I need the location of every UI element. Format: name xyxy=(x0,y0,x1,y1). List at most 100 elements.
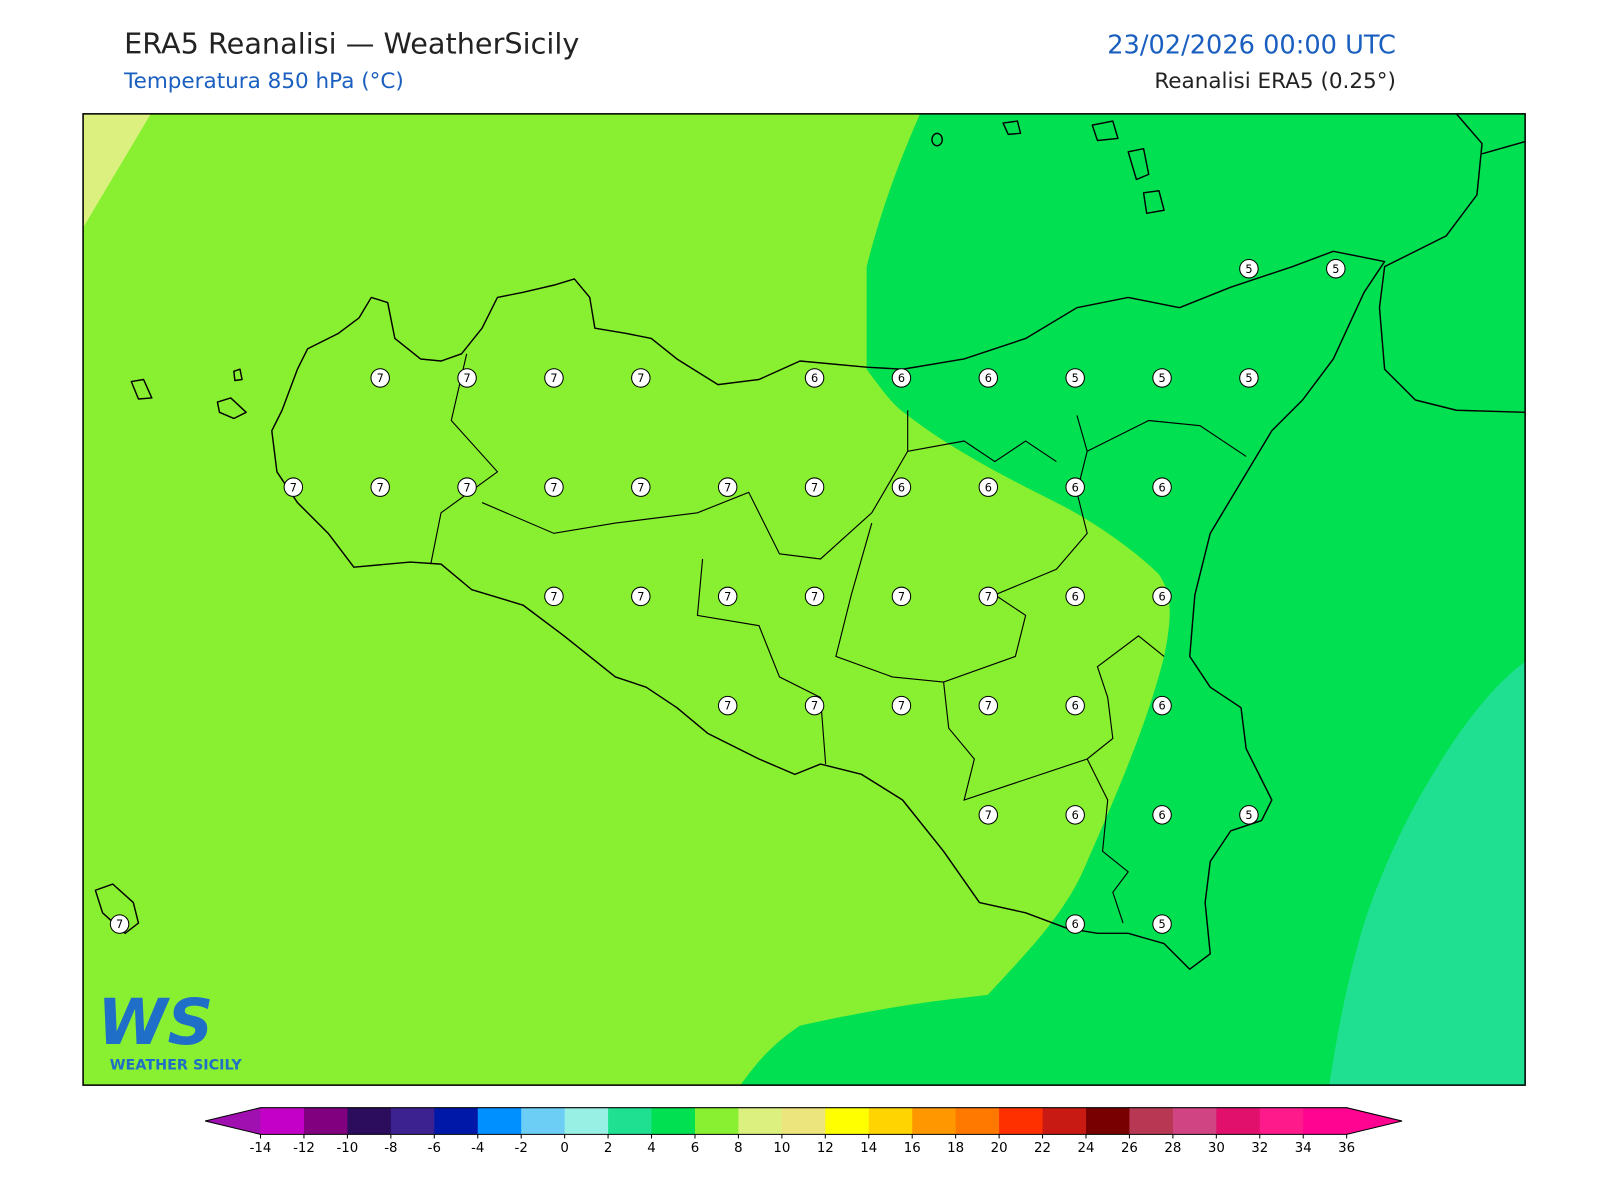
point-value: 5 xyxy=(1332,263,1339,276)
point-value: 5 xyxy=(1158,918,1165,931)
point-value: 5 xyxy=(1245,372,1252,385)
title: ERA5 Reanalisi — WeatherSicily xyxy=(124,26,579,60)
point-marker xyxy=(978,368,999,388)
colorbar-tick-label: -14 xyxy=(250,1141,272,1156)
point-value: 6 xyxy=(811,372,818,385)
colorbar-tick-label: 16 xyxy=(904,1141,921,1156)
point-marker xyxy=(1065,477,1085,497)
point-marker xyxy=(1065,914,1085,934)
point-marker xyxy=(804,477,825,497)
colorbar-band xyxy=(955,1107,1000,1135)
colorbar-tick-label: 4 xyxy=(647,1141,655,1156)
colorbar-band xyxy=(347,1107,392,1135)
point-marker xyxy=(370,368,390,388)
colorbar-tick-label: 2 xyxy=(604,1141,612,1156)
point-marker xyxy=(1065,586,1085,607)
point-marker xyxy=(717,695,738,716)
field-4-6 xyxy=(740,113,1526,1086)
point-marker xyxy=(631,586,651,607)
colorbar-band xyxy=(1216,1107,1261,1135)
point-marker xyxy=(891,586,912,607)
colorbar-band xyxy=(999,1107,1044,1135)
point-marker xyxy=(978,477,999,497)
colorbar-band xyxy=(1042,1107,1087,1135)
logo-mark: WS xyxy=(97,985,213,1059)
colorbar-tick-label: 12 xyxy=(817,1141,834,1156)
point-marker xyxy=(631,368,651,388)
colorbar-tick-label: 10 xyxy=(773,1141,790,1156)
point-value: 7 xyxy=(637,591,644,604)
point-marker xyxy=(544,477,564,497)
point-value: 7 xyxy=(898,700,905,713)
colorbar-band xyxy=(608,1107,653,1135)
colorbar-tick-label: 20 xyxy=(991,1141,1008,1156)
colorbar-over xyxy=(1346,1107,1403,1135)
colorbar-band xyxy=(1085,1107,1130,1135)
point-marker xyxy=(1152,805,1172,825)
point-marker xyxy=(1152,368,1172,388)
point-value: 7 xyxy=(377,372,384,385)
point-value: 6 xyxy=(1072,591,1079,604)
colorbar-tick-label: 22 xyxy=(1034,1141,1051,1156)
point-marker xyxy=(717,586,738,607)
point-value: 6 xyxy=(1072,700,1079,713)
point-marker xyxy=(804,368,825,388)
colorbar-under xyxy=(205,1107,261,1135)
point-value: 7 xyxy=(550,591,557,604)
colorbar-tick-label: 32 xyxy=(1251,1141,1268,1156)
point-marker xyxy=(457,477,477,497)
point-marker xyxy=(978,805,999,825)
point-marker xyxy=(1326,258,1346,279)
point-value: 7 xyxy=(724,700,731,713)
colorbar-band xyxy=(434,1107,479,1135)
datetime: 23/02/2026 00:00 UTC xyxy=(1107,30,1396,60)
point-marker xyxy=(717,477,738,497)
colorbar-tick-label: 26 xyxy=(1121,1141,1138,1156)
point-value: 7 xyxy=(985,700,992,713)
colorbar-tick-label: 0 xyxy=(560,1141,568,1156)
colorbar-tick-label: -12 xyxy=(293,1141,315,1156)
colorbar-band xyxy=(1259,1107,1304,1135)
point-marker xyxy=(370,477,390,497)
colorbar-band xyxy=(564,1107,609,1135)
colorbar-tick-label: 36 xyxy=(1338,1141,1355,1156)
point-marker xyxy=(283,477,304,497)
point-value: 7 xyxy=(463,481,470,494)
colorbar-tick-label: 14 xyxy=(860,1141,877,1156)
point-marker xyxy=(1065,695,1085,716)
colorbar-band xyxy=(1129,1107,1174,1135)
point-marker xyxy=(1152,914,1172,934)
point-marker xyxy=(1065,805,1085,825)
point-value: 7 xyxy=(811,481,818,494)
colorbar-band xyxy=(781,1107,826,1135)
point-marker xyxy=(1239,805,1259,825)
colorbar-band xyxy=(694,1107,739,1135)
point-value: 6 xyxy=(1158,591,1165,604)
colorbar-tick-label: 6 xyxy=(691,1141,699,1156)
province-borders xyxy=(430,353,1247,924)
colorbar-tick-label: -4 xyxy=(471,1141,484,1156)
colorbar-band xyxy=(825,1107,870,1135)
grid-points: 5 5 7 7 7 7 6 6 6 5 5 5 7 7 7 7 7 7 7 6 6 6 6 7 7 7 7 7 7 6 6 7 7 7 7 6 6 7 6 6… xyxy=(109,258,1346,934)
point-value: 7 xyxy=(550,372,557,385)
point-marker xyxy=(891,477,912,497)
point-marker xyxy=(544,586,564,607)
point-marker xyxy=(457,368,477,388)
point-value: 7 xyxy=(811,591,818,604)
point-value: 6 xyxy=(1072,481,1079,494)
point-marker xyxy=(109,914,130,934)
colorbar-tick-label: -10 xyxy=(337,1141,359,1156)
field-2-4 xyxy=(1329,661,1526,1086)
point-marker xyxy=(1152,695,1172,716)
point-value: 5 xyxy=(1245,263,1252,276)
colorbar-band xyxy=(477,1107,522,1135)
point-value: 7 xyxy=(985,591,992,604)
point-value: 7 xyxy=(377,481,384,494)
colorbar-tick-label: 24 xyxy=(1078,1141,1095,1156)
point-value: 6 xyxy=(1072,809,1079,822)
point-value: 5 xyxy=(1072,372,1079,385)
colorbar-band xyxy=(651,1107,696,1135)
point-value: 6 xyxy=(1158,481,1165,494)
point-marker xyxy=(804,586,825,607)
